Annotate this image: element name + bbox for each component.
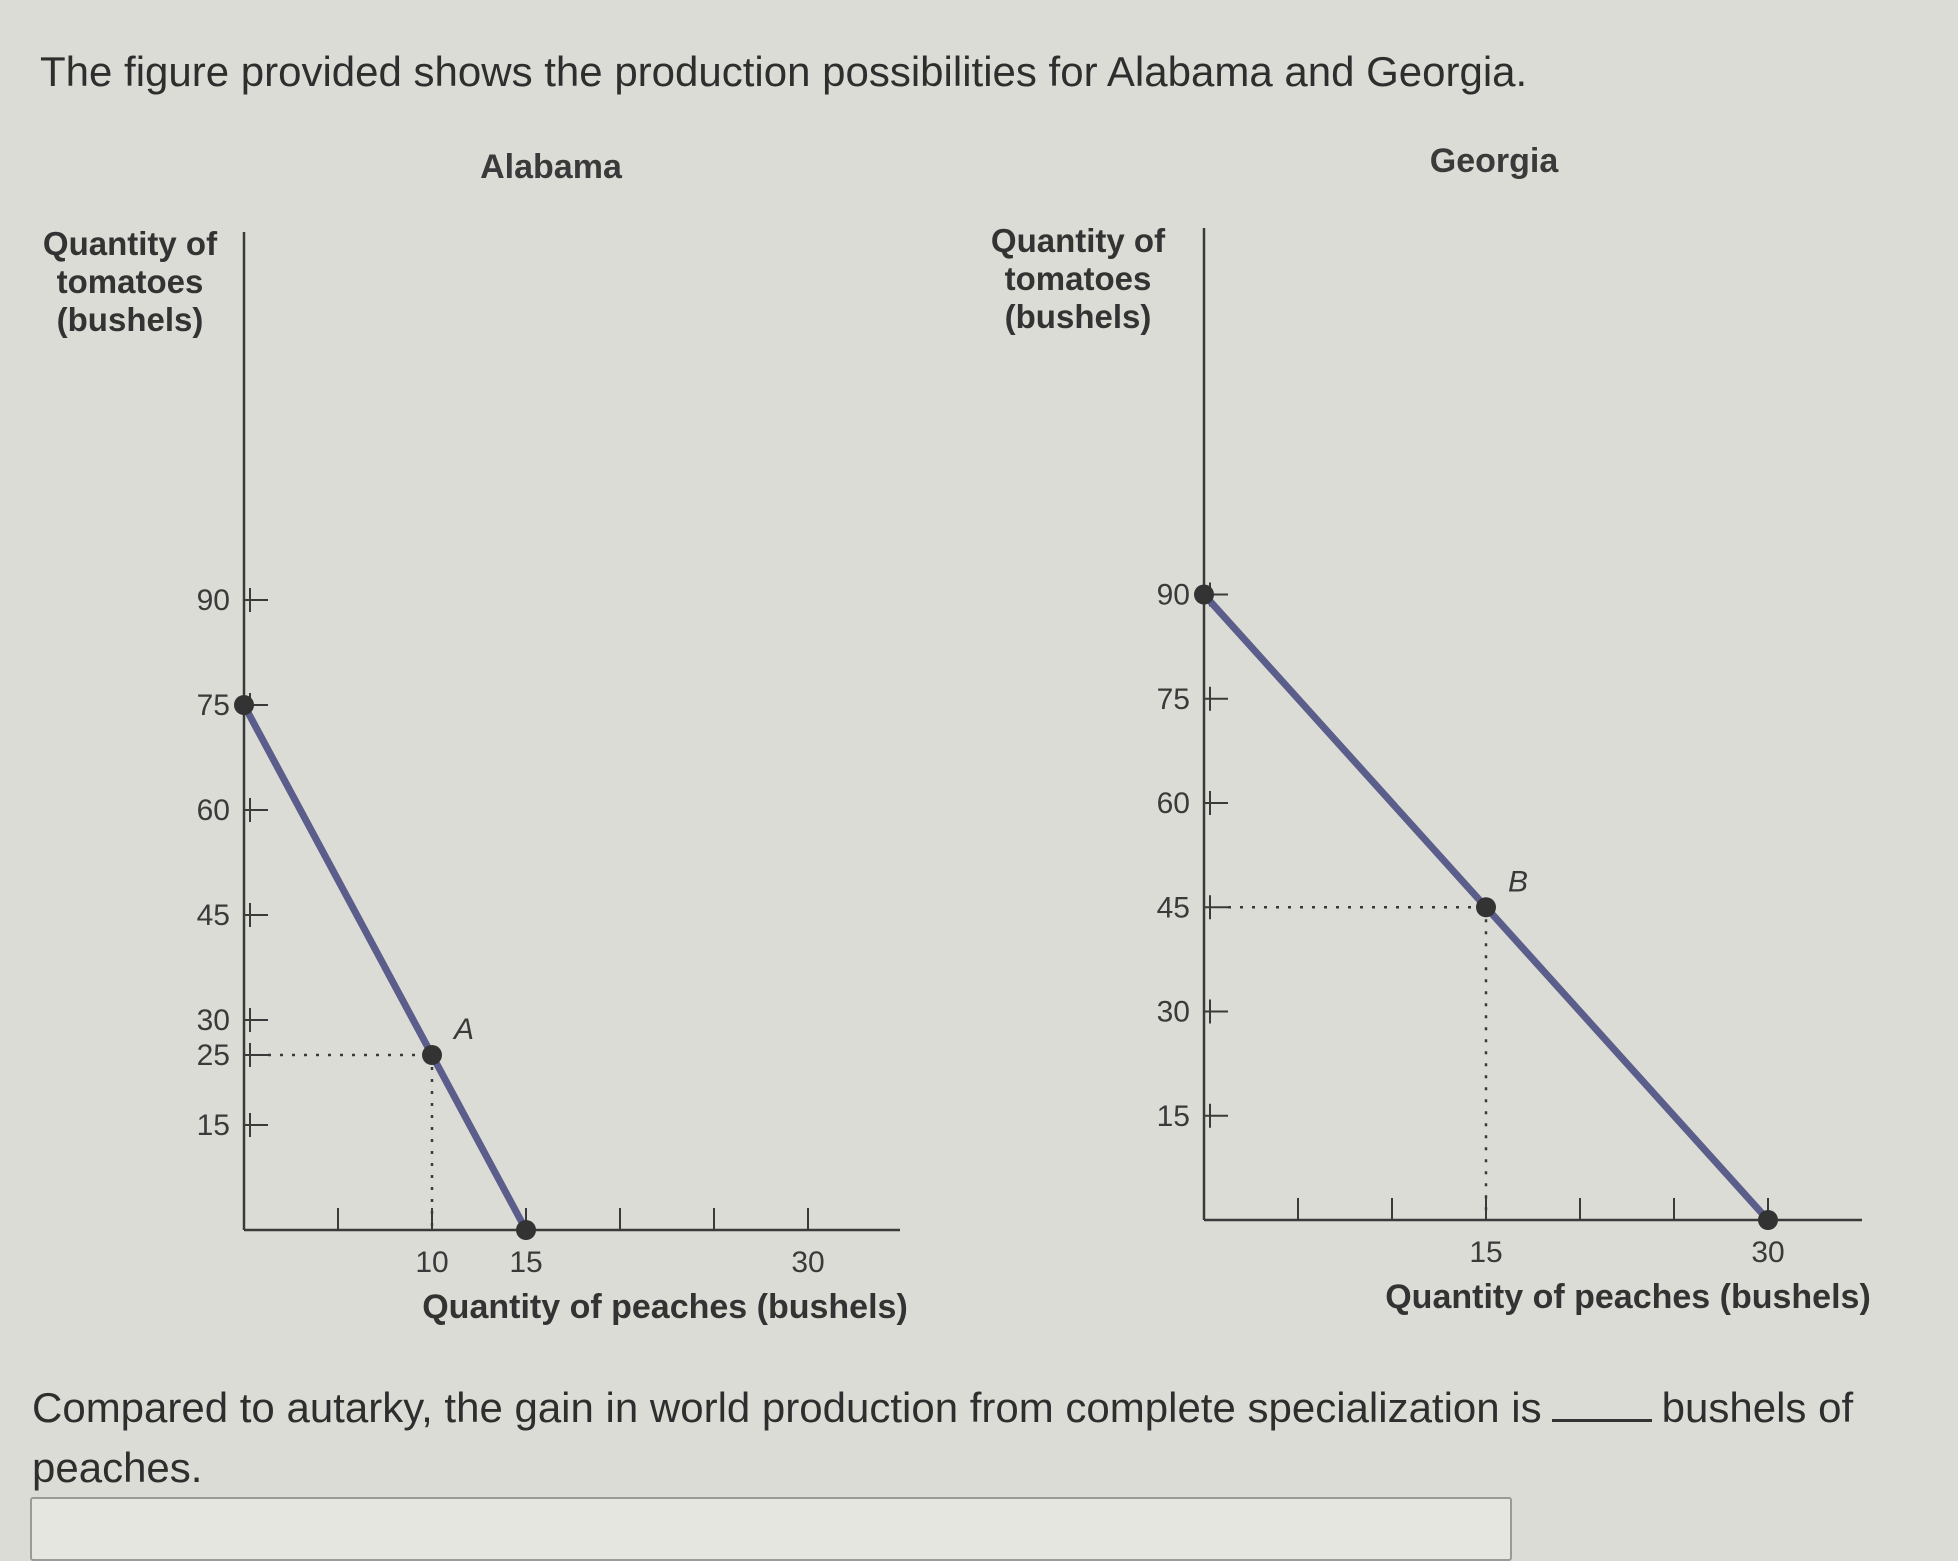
intro-text: The figure provided shows the production… [40,48,1528,95]
answer-blank [1551,1379,1652,1422]
y-tick-label: 75 [1157,683,1190,716]
data-point [234,695,254,715]
chart-title: Georgia [1430,142,1560,180]
y-axis-title-line: tomatoes [1005,260,1152,297]
x-tick-label: 10 [415,1246,448,1279]
y-tick-label: 15 [1157,1100,1190,1133]
x-tick-label: 30 [791,1246,824,1279]
y-tick-label: 60 [197,794,230,827]
y-axis-title-line: Quantity of [43,225,218,262]
y-tick-label: 45 [1157,891,1190,924]
answer-input[interactable] [30,1497,1512,1561]
y-tick-label: 90 [197,584,230,617]
chart-title: Alabama [480,148,623,186]
question-text-after: bushels of peaches. [32,1384,1854,1491]
point-label: B [1508,865,1528,898]
x-axis-title: Quantity of peaches (bushels) [1385,1278,1871,1316]
y-tick-label: 30 [197,1004,230,1037]
y-axis-title-line: tomatoes [57,263,204,300]
y-tick-label: 45 [197,899,230,932]
y-tick-label: 25 [197,1039,230,1072]
data-point [1758,1210,1778,1230]
data-point [516,1220,536,1240]
y-tick-label: 60 [1157,787,1190,820]
data-point [1476,897,1496,918]
x-tick-label: 15 [509,1246,542,1279]
y-tick-label: 30 [1157,996,1190,1029]
y-axis-title-line: (bushels) [1005,298,1152,335]
x-tick-label: 15 [1469,1236,1502,1269]
y-axis-title-line: Quantity of [991,222,1166,259]
y-axis-title-line: (bushels) [57,301,204,338]
ppf-line [240,701,530,1234]
y-tick-label: 15 [197,1109,230,1142]
point-label: A [452,1013,474,1046]
question-text-before: Compared to autarky, the gain in world p… [32,1384,1542,1431]
data-point [422,1045,442,1065]
data-point [1194,584,1214,605]
x-axis-title: Quantity of peaches (bushels) [422,1288,908,1326]
x-tick-label: 30 [1751,1236,1784,1269]
y-tick-label: 90 [1157,579,1190,612]
y-tick-label: 75 [197,689,230,722]
question-text: Compared to autarky, the gain in world p… [32,1378,1882,1498]
